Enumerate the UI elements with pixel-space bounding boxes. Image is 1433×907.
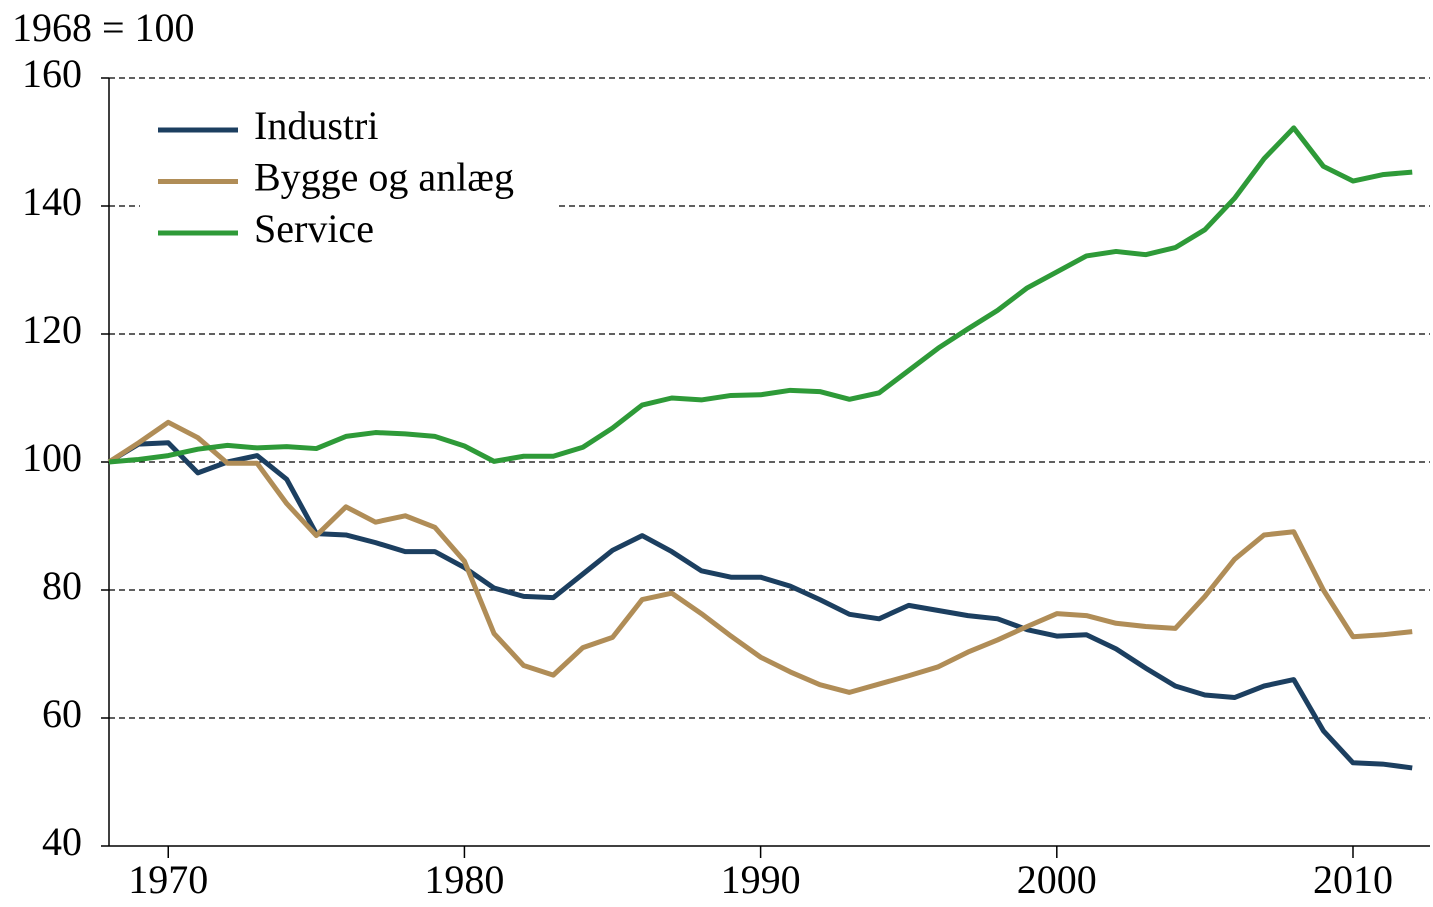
- y-tick-label: 60: [42, 691, 82, 736]
- y-tick-label: 100: [22, 435, 82, 480]
- y-tick-label: 80: [42, 563, 82, 608]
- y-tick-label: 120: [22, 307, 82, 352]
- x-tick-label: 1980: [424, 857, 504, 902]
- x-tick-label: 2010: [1313, 857, 1393, 902]
- legend-label: Service: [254, 206, 374, 251]
- series-line: [107, 419, 1413, 695]
- series-line: [108, 125, 1413, 465]
- x-tick-label: 2000: [1017, 857, 1097, 902]
- series-line: [107, 440, 1413, 771]
- legend-label: Bygge og anlæg: [254, 155, 514, 200]
- y-tick-label: 160: [22, 51, 82, 96]
- y-tick-label: 40: [42, 819, 82, 864]
- y-tick-label: 140: [22, 179, 82, 224]
- legend-label: Industri: [254, 103, 378, 148]
- x-tick-label: 1990: [721, 857, 801, 902]
- x-tick-label: 1970: [128, 857, 208, 902]
- chart-subtitle: 1968 = 100: [12, 5, 195, 50]
